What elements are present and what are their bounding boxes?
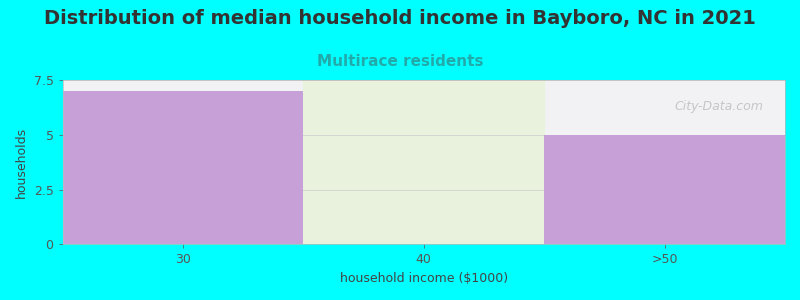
Text: City-Data.com: City-Data.com [674, 100, 763, 113]
X-axis label: household income ($1000): household income ($1000) [340, 272, 508, 285]
Bar [544, 135, 785, 244]
Bar [62, 91, 303, 244]
Text: Multirace residents: Multirace residents [317, 54, 483, 69]
Bar [303, 80, 544, 244]
Text: Distribution of median household income in Bayboro, NC in 2021: Distribution of median household income … [44, 9, 756, 28]
Y-axis label: households: households [15, 127, 28, 198]
